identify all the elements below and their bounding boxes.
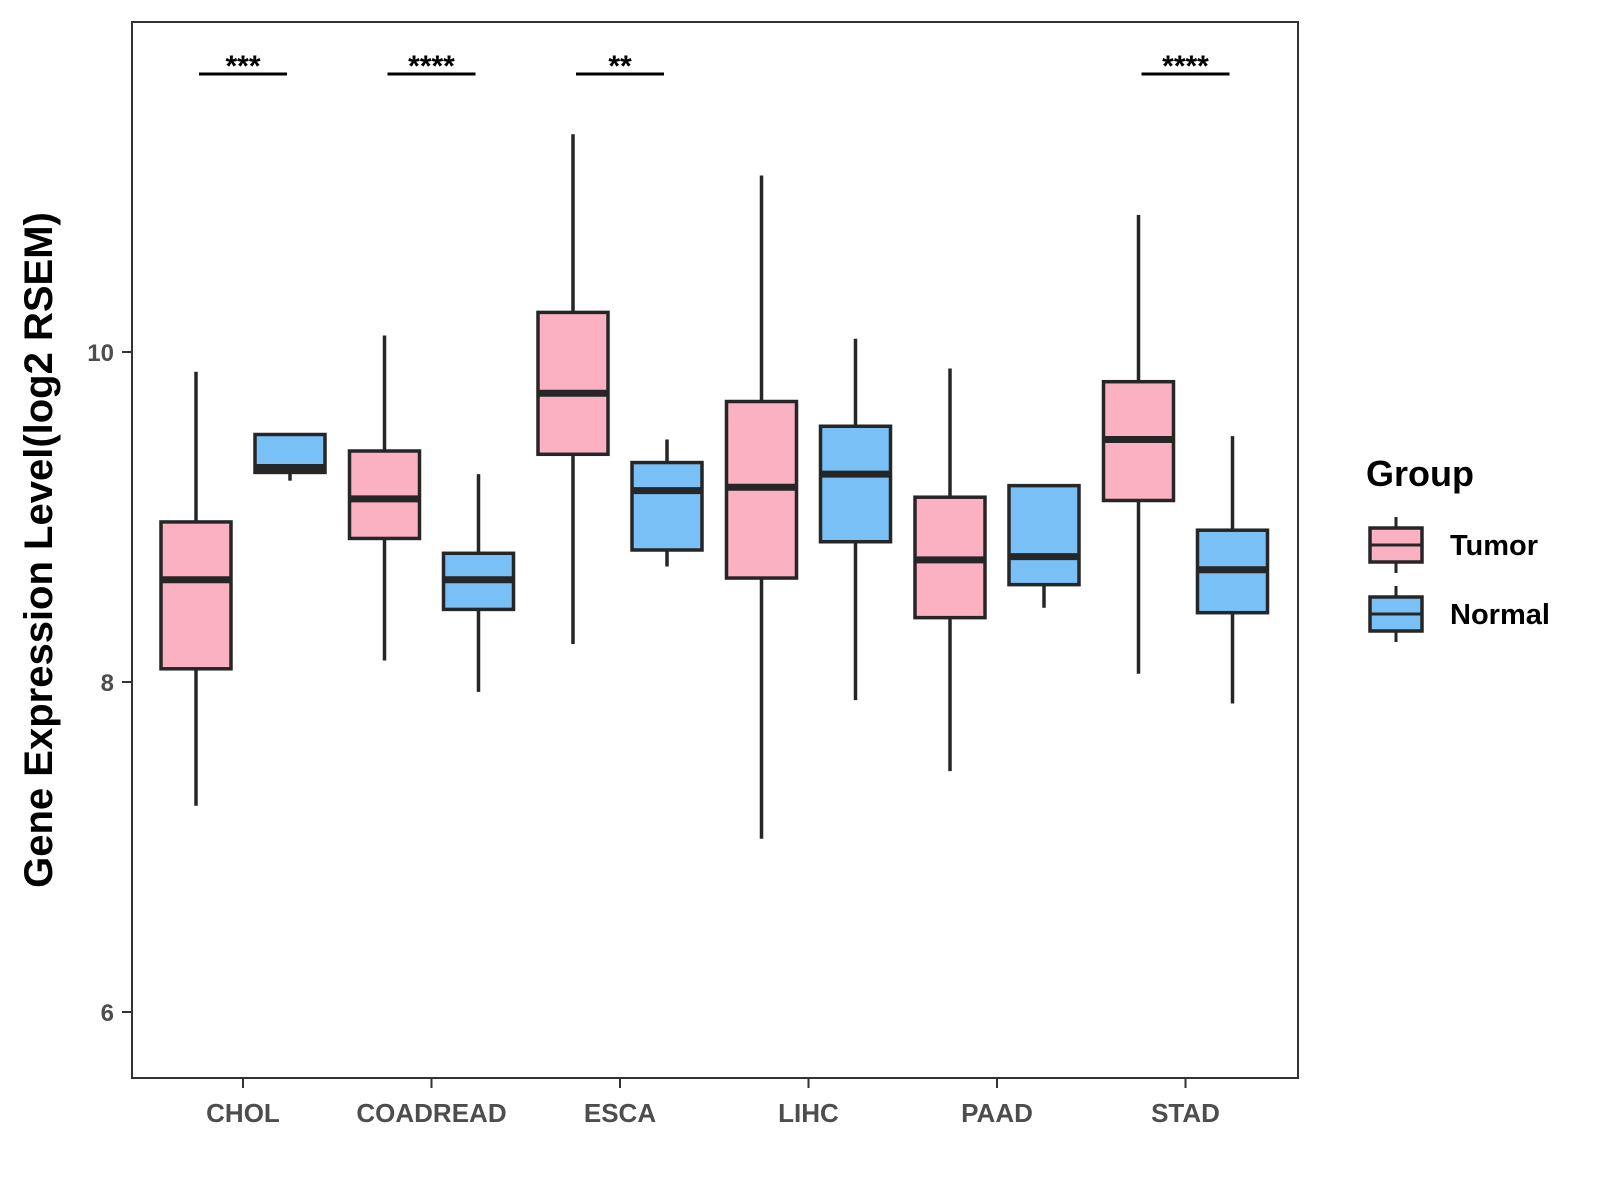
box-normal-paad — [1007, 483, 1081, 608]
legend-item-normal: Normal — [1368, 586, 1550, 642]
x-tick-label: ESCA — [584, 1098, 656, 1128]
series-tumor — [159, 134, 1176, 839]
box-series — [159, 134, 1270, 839]
significance-esca: ** — [576, 50, 664, 83]
box-tumor-stad — [1101, 215, 1176, 674]
box-normal-esca — [630, 439, 704, 567]
panel-border — [131, 21, 1299, 1079]
legend: Group Tumor Normal — [1366, 453, 1550, 642]
axes: CHOL COADREAD ESCA LIHC PAAD STAD 6 8 10 — [87, 340, 1220, 1128]
significance-chol: *** — [199, 50, 287, 83]
significance-coadread: **** — [387, 50, 476, 83]
significance-label: **** — [1162, 50, 1209, 83]
box-tumor-esca — [536, 134, 610, 645]
box-tumor-chol — [159, 371, 233, 806]
iqr-box — [536, 310, 610, 457]
iqr-box — [1007, 483, 1081, 587]
legend-label: Normal — [1450, 599, 1550, 631]
box-tumor-paad — [913, 368, 987, 772]
x-tick-label: CHOL — [206, 1098, 280, 1128]
legend-title: Group — [1366, 453, 1474, 494]
box-normal-lihc — [818, 338, 893, 701]
legend-label: Tumor — [1450, 530, 1538, 562]
box-tumor-lihc — [724, 175, 799, 839]
significance-label: ** — [608, 50, 632, 83]
iqr-box — [630, 460, 704, 552]
plot-panel — [131, 21, 1299, 1079]
iqr-box — [818, 424, 893, 544]
x-tick-label: STAD — [1151, 1098, 1220, 1128]
box-normal-chol — [253, 432, 327, 481]
y-axis-label: Gene Expression Level(log2 RSEM) — [17, 212, 61, 888]
significance-label: **** — [408, 50, 455, 83]
legend-item-tumor: Tumor — [1368, 517, 1538, 573]
series-normal — [253, 338, 1270, 704]
significance-annotations: *** **** ** **** — [199, 50, 1230, 83]
x-tick-label: LIHC — [778, 1098, 839, 1128]
significance-label: *** — [225, 50, 260, 83]
box-normal-coadread — [441, 474, 516, 692]
iqr-box — [347, 449, 422, 541]
y-tick-label: 8 — [101, 670, 114, 697]
iqr-box — [159, 520, 233, 671]
box-normal-stad — [1195, 436, 1270, 704]
y-tick-label: 6 — [101, 1000, 114, 1027]
x-tick-label: COADREAD — [356, 1098, 506, 1128]
box-tumor-coadread — [347, 335, 422, 661]
x-tick-label: PAAD — [961, 1098, 1033, 1128]
significance-stad: **** — [1141, 50, 1230, 83]
y-tick-label: 10 — [87, 340, 114, 367]
